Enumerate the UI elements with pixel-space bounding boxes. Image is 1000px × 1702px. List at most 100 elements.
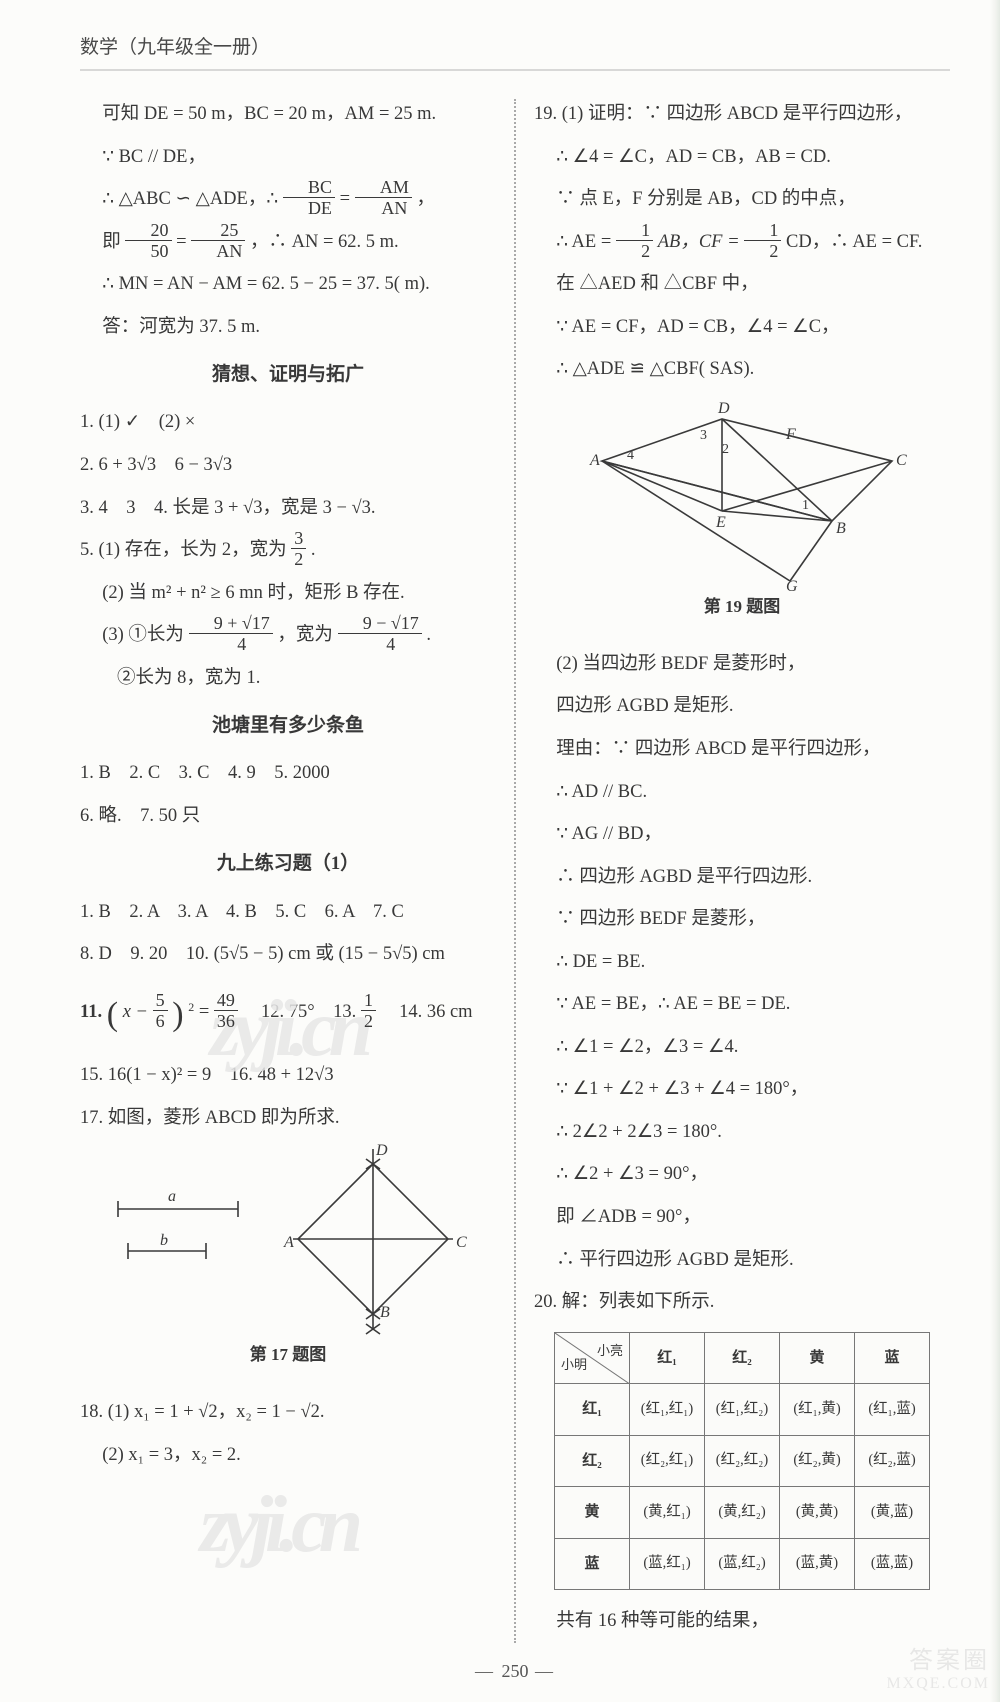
line: (2) x₁ = 3，x₂ = 2.	[80, 1434, 496, 1477]
figure-17-caption: 第 17 题图	[80, 1335, 496, 1374]
t: ∴ AE =	[556, 232, 616, 252]
fraction: BCDE	[283, 177, 335, 218]
line: 在 △AED 和 △CBF 中，	[534, 263, 950, 306]
label-A: A	[283, 1234, 294, 1251]
section-title: 九上练习题（1）	[80, 842, 496, 886]
cell: (黄,黄)	[780, 1487, 855, 1539]
line: ∴ AD // BC.	[534, 771, 950, 814]
t: 12. 75° 13.	[243, 1002, 361, 1022]
t: CD，∴ AE = CF.	[786, 232, 922, 252]
label-B: B	[380, 1304, 390, 1321]
line: 15. 16(1 − x)² = 9 16. 48 + 12√3	[80, 1054, 496, 1097]
row-header: 红₂	[555, 1435, 630, 1487]
label-A: A	[589, 452, 600, 469]
line: 19. (1) 证明：∵ 四边形 ABCD 是平行四边形，	[534, 93, 950, 136]
t: ∴ △ABC ∽ △ADE，∴	[102, 189, 283, 209]
label-C: C	[896, 452, 907, 469]
cell: (黄,红₂)	[705, 1487, 780, 1539]
running-head: 数学（九年级全一册）	[80, 32, 950, 59]
col-header: 红₁	[630, 1332, 705, 1384]
section-title: 猜想、证明与拓广	[80, 353, 496, 397]
cell: (红₁,蓝)	[855, 1384, 930, 1436]
line: ∵ AE = BE，∴ AE = BE = DE.	[534, 983, 950, 1026]
t: ，∴ AN = 62. 5 m.	[250, 232, 399, 252]
diag-bot: 小明	[561, 1350, 587, 1380]
fraction: 12	[744, 220, 781, 261]
fraction: 9 + √174	[189, 613, 273, 654]
right-column: 19. (1) 证明：∵ 四边形 ABCD 是平行四边形， ∴ ∠4 = ∠C，…	[534, 93, 950, 1643]
line: ∵ AG // BD，	[534, 813, 950, 856]
fraction: 4936	[214, 990, 238, 1031]
label-F: F	[785, 426, 796, 443]
line: ∴ 2∠2 + 2∠3 = 180°.	[534, 1111, 950, 1154]
t: .	[426, 625, 431, 645]
label-2: 2	[722, 442, 729, 457]
line: (2) 当四边形 BEDF 是菱形时，	[534, 643, 950, 686]
t: ，	[416, 189, 435, 209]
line: 20. 解：列表如下所示.	[534, 1281, 950, 1324]
page: { "running_head": "数学（九年级全一册）", "page_nu…	[0, 0, 1000, 1702]
cell: (蓝,黄)	[780, 1538, 855, 1590]
fraction: 32	[291, 528, 306, 569]
figure-19: A D F C B E G 1 2 3 4	[534, 391, 950, 591]
line: 1. (1) ✓ (2) ×	[80, 401, 496, 444]
col-header: 红₂	[705, 1332, 780, 1384]
line: 17. 如图，菱形 ABCD 即为所求.	[80, 1097, 496, 1140]
row-header: 红₁	[555, 1384, 630, 1436]
cell: (红₁,黄)	[780, 1384, 855, 1436]
line: 5. (1) 存在，长为 2，宽为 32 .	[80, 529, 496, 572]
row-header: 蓝	[555, 1538, 630, 1590]
diag-top: 小亮	[597, 1336, 623, 1366]
t: =	[176, 232, 191, 252]
line: ∵ BC // DE，	[80, 136, 496, 179]
label-G: G	[786, 578, 798, 591]
label-E: E	[715, 514, 726, 531]
line: ∵ 点 E，F 分别是 AB，CD 的中点，	[534, 178, 950, 221]
t: AB，CF =	[658, 232, 744, 252]
figure-17-svg: a b D A C B	[108, 1139, 468, 1339]
table-row: 红₂ (红₂,红₁) (红₂,红₂) (红₂,黄) (红₂,蓝)	[555, 1435, 930, 1487]
line: ∵ ∠1 + ∠2 + ∠3 + ∠4 = 180°，	[534, 1068, 950, 1111]
line: 四边形 AGBD 是矩形.	[534, 685, 950, 728]
line: ∴ △ADE ≌ △CBF( SAS).	[534, 348, 950, 391]
line: 2. 6 + 3√3 6 − 3√3	[80, 444, 496, 487]
line: 即 2050 = 25AN ，∴ AN = 62. 5 m.	[80, 221, 496, 264]
cell: (红₂,红₁)	[630, 1435, 705, 1487]
row-header: 黄	[555, 1487, 630, 1539]
header-rule	[80, 69, 950, 71]
line: ②长为 8，宽为 1.	[80, 657, 496, 700]
line: ∴ 平行四边形 AGBD 是矩形.	[534, 1239, 950, 1282]
t: x −	[123, 1002, 153, 1022]
line: 1. B 2. A 3. A 4. B 5. C 6. A 7. C	[80, 891, 496, 934]
table-row: 蓝 (蓝,红₁) (蓝,红₂) (蓝,黄) (蓝,蓝)	[555, 1538, 930, 1590]
paren-r: )	[172, 996, 183, 1033]
cell: (黄,蓝)	[855, 1487, 930, 1539]
exp: 2	[188, 1000, 194, 1014]
fraction: 56	[153, 990, 168, 1031]
label-C: C	[456, 1234, 467, 1251]
cell: (红₂,蓝)	[855, 1435, 930, 1487]
t: .	[311, 540, 316, 560]
fraction: 12	[616, 220, 653, 261]
line: ∵ 四边形 BEDF 是菱形，	[534, 898, 950, 941]
table-diag-header: 小亮 小明	[555, 1332, 630, 1384]
line: 3. 4 3 4. 长是 3 + √3，宽是 3 − √3.	[80, 487, 496, 530]
line: ∴ AE = 12 AB，CF = 12 CD，∴ AE = CF.	[534, 221, 950, 264]
cell: (红₁,红₁)	[630, 1384, 705, 1436]
line: (3) ①长为 9 + √174 ，宽为 9 − √174 .	[80, 614, 496, 657]
line: 理由：∵ 四边形 ABCD 是平行四边形，	[534, 728, 950, 771]
figure-17: a b D A C B	[80, 1139, 496, 1339]
line: ∴ ∠1 = ∠2，∠3 = ∠4.	[534, 1026, 950, 1069]
label-D: D	[717, 400, 730, 417]
line: 可知 DE = 50 m，BC = 20 m，AM = 25 m.	[80, 93, 496, 136]
t: =	[340, 189, 355, 209]
cell: (红₂,红₂)	[705, 1435, 780, 1487]
line: ∴ ∠4 = ∠C，AD = CB，AB = CD.	[534, 136, 950, 179]
table-row: 小亮 小明 红₁ 红₂ 黄 蓝	[555, 1332, 930, 1384]
line: ∴ 四边形 AGBD 是平行四边形.	[534, 856, 950, 899]
line: 8. D 9. 20 10. (5√5 − 5) cm 或 (15 − 5√5)…	[80, 933, 496, 976]
line: 即 ∠ADB = 90°，	[534, 1196, 950, 1239]
t: 11.	[80, 1002, 107, 1022]
table-row: 黄 (黄,红₁) (黄,红₂) (黄,黄) (黄,蓝)	[555, 1487, 930, 1539]
section-title: 池塘里有多少条鱼	[80, 704, 496, 748]
